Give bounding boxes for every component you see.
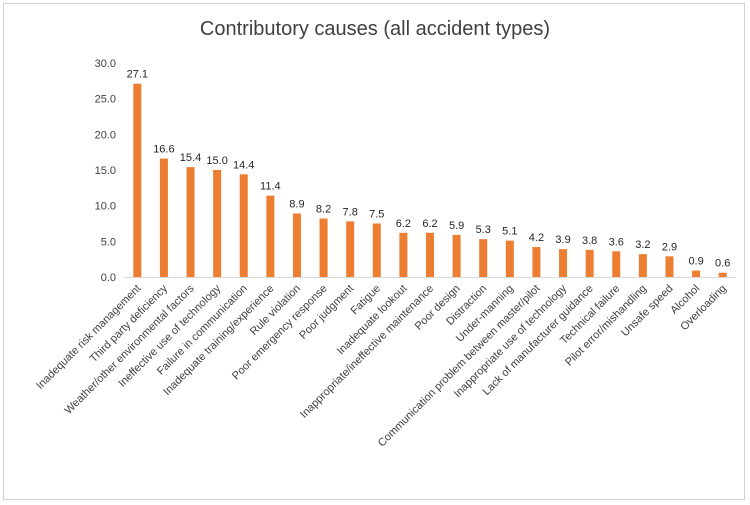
bar: [505, 240, 514, 277]
data-label: 5.3: [476, 224, 491, 236]
data-label: 3.9: [555, 234, 570, 246]
bar: [186, 167, 195, 277]
bar: [213, 170, 222, 277]
bar: [426, 232, 434, 277]
data-label: 6.2: [422, 218, 437, 230]
data-label: 0.9: [688, 256, 703, 268]
bar: [346, 221, 355, 277]
data-label: 5.1: [502, 226, 517, 238]
bar-chart: 0.0 5.0 10.0 15.0 20.0 25.0 30.0 27.1 16.6 15.4 1…: [34, 58, 736, 449]
bar: [665, 256, 674, 277]
y-tick-label: 30.0: [95, 58, 116, 70]
bar: [133, 83, 142, 277]
data-label: 4.2: [529, 232, 544, 244]
data-label: 15.0: [206, 155, 227, 167]
data-label: 3.6: [609, 236, 624, 248]
bar: [399, 232, 408, 277]
bar: [559, 249, 568, 277]
data-label: 15.4: [180, 152, 201, 164]
data-label: 3.8: [582, 235, 597, 247]
data-label: 14.4: [233, 159, 254, 171]
chart-title: Contributory causes (all accident types): [199, 18, 551, 40]
y-tick-label: 15.0: [95, 165, 116, 177]
data-label: 7.8: [343, 206, 358, 218]
y-axis-tick-labels: 0.0 5.0 10.0 15.0 20.0 25.0 30.0: [95, 58, 116, 284]
data-label: 27.1: [127, 69, 148, 81]
data-label: 5.9: [449, 220, 464, 232]
y-tick-label: 0.0: [101, 272, 116, 284]
bar-series: [133, 83, 727, 277]
y-tick-label: 25.0: [95, 94, 116, 106]
bar: [532, 247, 541, 277]
bar: [239, 174, 248, 277]
bar: [638, 254, 647, 277]
data-labels: 27.1 16.6 15.4 15.0 14.4 11.4 8.9 8.2 7.8 7.5 6.2 6…: [127, 69, 731, 270]
data-label: 11.4: [260, 181, 281, 193]
data-label: 2.9: [662, 241, 677, 253]
bar: [718, 272, 727, 277]
data-label: 8.2: [316, 204, 331, 216]
bar: [452, 234, 461, 277]
bar: [612, 251, 621, 277]
data-label: 3.2: [635, 239, 650, 251]
data-label: 8.9: [289, 199, 304, 211]
chart-frame: Contributory causes (all accident types)…: [3, 3, 745, 500]
data-label: 6.2: [396, 218, 411, 230]
y-tick-label: 20.0: [95, 129, 116, 141]
y-tick-label: 10.0: [95, 201, 116, 213]
data-label: 0.6: [715, 258, 730, 270]
bar: [372, 223, 381, 277]
bar: [266, 195, 275, 277]
data-label: 16.6: [153, 144, 174, 156]
bar: [585, 249, 594, 277]
data-label: 7.5: [369, 209, 384, 221]
bar: [292, 213, 301, 277]
bar: [159, 158, 168, 277]
bar: [319, 218, 328, 277]
bar: [692, 270, 701, 277]
bar: [479, 239, 488, 277]
y-tick-label: 5.0: [101, 236, 116, 248]
